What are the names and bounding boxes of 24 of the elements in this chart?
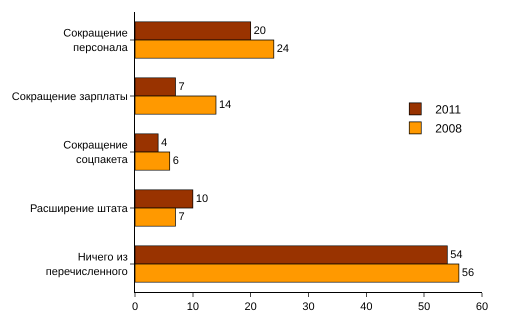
- x-tick-label: 50: [418, 301, 430, 314]
- legend-label: 2011: [435, 102, 462, 117]
- y-tick-label: Ничего из перечисленного: [46, 252, 128, 278]
- data-label: 24: [276, 43, 290, 56]
- data-label: 54: [450, 248, 463, 261]
- data-label: 6: [172, 155, 179, 168]
- data-label: 14: [218, 99, 232, 112]
- data-label: 10: [196, 192, 208, 205]
- data-label: 7: [178, 211, 185, 224]
- data-label: 7: [178, 80, 185, 93]
- x-tick-label: 60: [476, 301, 488, 314]
- data-label: 4: [161, 136, 168, 149]
- x-tick-label: 20: [244, 301, 257, 314]
- x-tick-label: 40: [360, 301, 372, 314]
- data-label: 56: [462, 267, 474, 280]
- data-label: 20: [254, 24, 266, 37]
- x-tick-label: 30: [302, 301, 315, 314]
- legend-label: 2008: [435, 122, 462, 136]
- y-tick-label: Сокращение зарплаты: [12, 90, 128, 103]
- y-tick-label: Сокращение соцпакета: [63, 140, 129, 166]
- y-tick-label: Сокращение персонала: [63, 28, 129, 54]
- x-tick-label: 10: [186, 301, 199, 314]
- y-tick-label: Расширение штата: [30, 202, 129, 215]
- x-tick-label: 0: [132, 301, 138, 314]
